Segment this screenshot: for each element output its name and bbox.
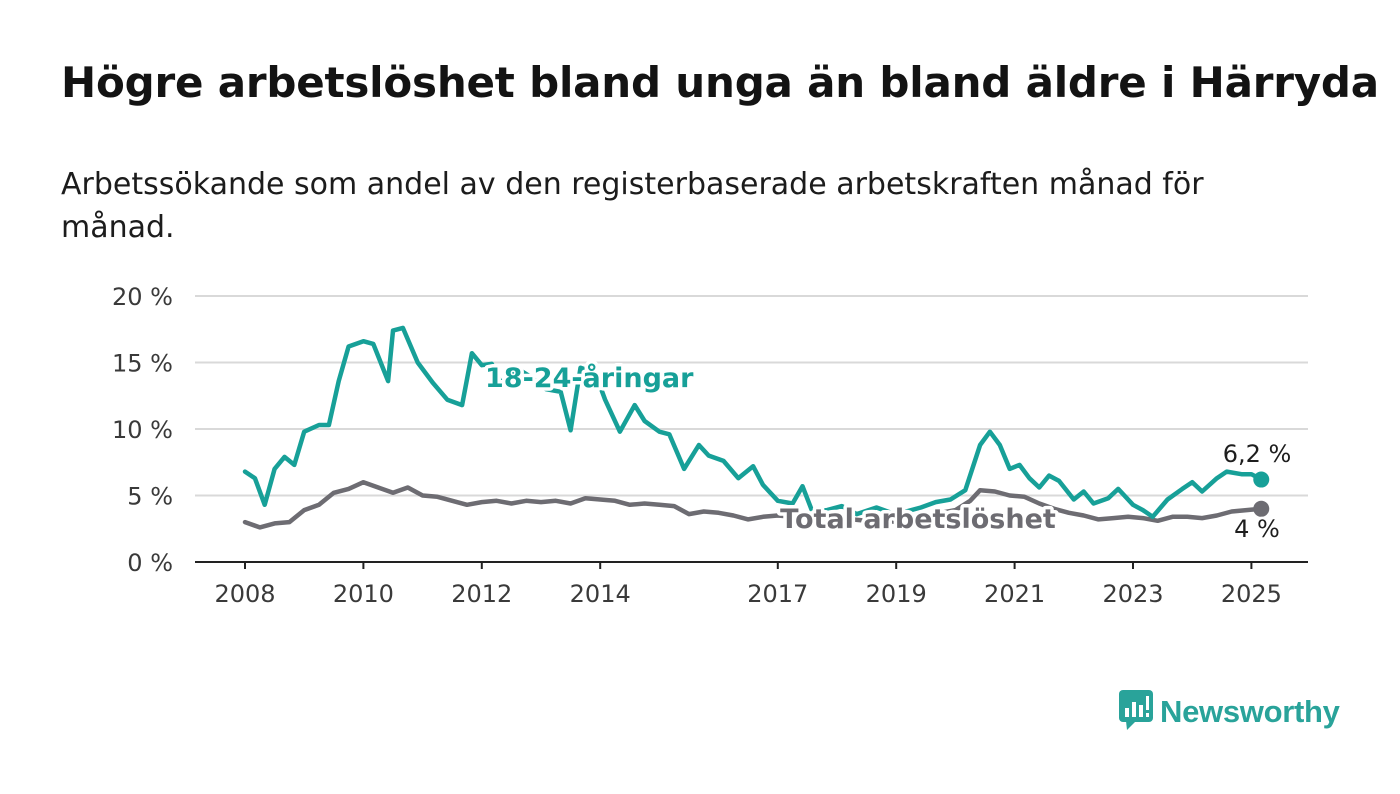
- x-tick-label: 2019: [866, 580, 927, 608]
- y-tick-label: 5 %: [127, 483, 173, 511]
- series-end-value-label: 6,2 %: [1223, 440, 1292, 468]
- series-end-marker: [1253, 500, 1270, 517]
- x-tick-label: 2014: [570, 580, 631, 608]
- x-tick-label: 2008: [214, 580, 275, 608]
- series-name-label: 18-24-åringar: [485, 362, 694, 394]
- chart-title: Högre arbetslöshet bland unga än bland ä…: [61, 58, 1379, 107]
- series-line-youth: [242, 325, 1264, 520]
- y-tick-label: 0 %: [127, 549, 173, 577]
- chart-subtitle: Arbetssökande som andel av den registerb…: [61, 167, 1204, 245]
- x-tick-label: 2021: [984, 580, 1045, 608]
- x-tick-label: 2025: [1221, 580, 1282, 608]
- y-tick-label: 15 %: [112, 350, 173, 378]
- series-lines: [242, 325, 1270, 530]
- series-name-label: Total arbetslöshet: [780, 504, 1056, 535]
- x-tick-label: 2010: [333, 580, 394, 608]
- x-tick-label: 2017: [747, 580, 808, 608]
- newsworthy-logo: Newsworthy: [1118, 688, 1340, 736]
- series-end-marker: [1253, 471, 1270, 488]
- x-tick-label: 2012: [451, 580, 512, 608]
- series-end-value-label: 4 %: [1234, 515, 1280, 543]
- y-tick-label: 20 %: [112, 283, 173, 311]
- brand-name: Newsworthy: [1160, 694, 1340, 729]
- bar-chart-speech-bubble-icon: [1118, 688, 1154, 736]
- series-line-total: [242, 479, 1264, 530]
- series-labels: 18-24-åringar Total arbetslöshet 6,2 % 4 %: [482, 359, 1294, 546]
- y-tick-label: 10 %: [112, 416, 173, 444]
- axes: 0 % 5 % 10 % 15 % 20 % 2008 2010 2012 2014 2017 20…: [112, 283, 1308, 608]
- x-tick-label: 2023: [1102, 580, 1163, 608]
